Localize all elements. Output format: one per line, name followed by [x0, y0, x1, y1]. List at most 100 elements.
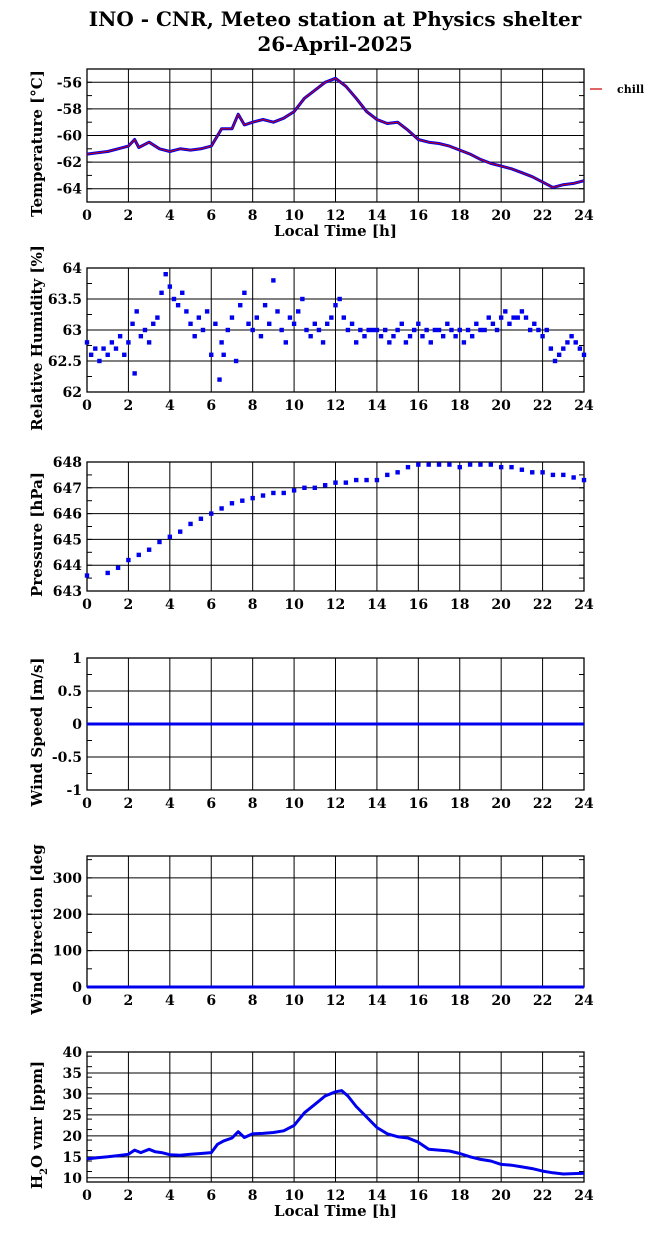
x-tick-label: 6 [206, 208, 216, 224]
pressure-point-21 [312, 485, 317, 490]
humidity-point-8 [117, 334, 123, 339]
x-tick-label: 24 [574, 1188, 594, 1204]
humidity-point-23 [175, 303, 181, 308]
panel-humidity: 0 2 4 6 8 10 12 14 16 18 20 22 246262.56363.564Relat… [28, 245, 594, 431]
pressure-point-41 [519, 467, 525, 472]
humidity-point-12 [132, 371, 137, 376]
x-tick-label: 24 [574, 208, 594, 224]
humidity-point-26 [188, 321, 193, 326]
humidity-point-5 [105, 352, 110, 357]
pressure-point-28 [385, 472, 390, 478]
humidity-point-62 [333, 303, 338, 308]
x-tick-label: 12 [326, 796, 345, 812]
humidity-point-47 [271, 278, 276, 283]
figure-title: INO - CNR, Meteo station at Physics shel… [89, 7, 582, 31]
pressure-point-18 [281, 490, 286, 496]
x-tick-label: 10 [284, 993, 304, 1009]
humidity-point-44 [258, 334, 264, 339]
humidity-point-27 [192, 334, 197, 339]
y-tick-label: 20 [63, 1129, 83, 1145]
chart-panels: 0 2 4 6 8 10 12 14 16 18 20 22 24-64-62-60-58-56Loca… [28, 68, 644, 1220]
x-tick-label: 8 [248, 993, 258, 1009]
humidity-point-57 [312, 321, 317, 326]
x-tick-label: 16 [409, 597, 428, 613]
humidity-point-60 [325, 321, 330, 326]
humidity-point-107 [519, 309, 525, 314]
y-axis-label: Wind Direction [deg [28, 844, 46, 1016]
humidity-point-111 [536, 327, 541, 333]
pressure-point-30 [405, 464, 411, 470]
x-tick-label: 24 [574, 796, 594, 812]
humidity-point-109 [527, 327, 533, 333]
x-tick-label: 22 [533, 1188, 552, 1204]
y-tick-label: 30 [63, 1087, 83, 1103]
figure-subtitle: 26-April-2025 [257, 32, 412, 56]
humidity-point-29 [200, 327, 206, 333]
x-tick-label: 8 [248, 1188, 258, 1204]
humidity-point-58 [316, 327, 322, 333]
humidity-point-7 [113, 346, 119, 351]
x-axis-label: Local Time [h] [274, 222, 397, 240]
humidity-point-112 [540, 334, 545, 339]
y-tick-label: -58 [57, 102, 82, 118]
x-tick-label: 20 [491, 796, 511, 812]
humidity-point-66 [349, 321, 355, 326]
x-tick-label: 0 [82, 208, 92, 224]
y-tick-label: 62.5 [48, 354, 82, 370]
humidity-point-65 [345, 327, 351, 333]
y-tick-label: -1 [66, 783, 82, 799]
x-tick-label: 18 [450, 597, 469, 613]
y-tick-label: 100 [53, 944, 82, 960]
humidity-point-122 [581, 352, 587, 357]
y-tick-label: 0 [72, 980, 82, 996]
pressure-point-42 [530, 470, 535, 475]
humidity-point-95 [469, 334, 475, 339]
humidity-point-53 [296, 309, 301, 314]
y-axis-label: H2O vmr [ppm] [28, 1061, 50, 1189]
pressure-point-12 [219, 506, 224, 511]
pressure-point-10 [198, 516, 204, 521]
humidity-point-94 [465, 327, 471, 333]
humidity-point-24 [180, 290, 185, 295]
x-tick-label: 12 [326, 597, 345, 613]
humidity-point-85 [428, 340, 433, 345]
pressure-point-27 [374, 477, 380, 483]
pressure-point-19 [291, 488, 297, 493]
humidity-point-96 [474, 321, 479, 326]
x-tick-label: 16 [409, 1188, 428, 1204]
humidity-point-1 [88, 352, 94, 357]
y-tick-label: 63 [63, 323, 82, 339]
humidity-point-69 [362, 334, 367, 339]
pressure-point-39 [498, 464, 504, 470]
humidity-point-4 [101, 346, 106, 351]
pressure-point-36 [467, 462, 473, 467]
x-tick-label: 18 [450, 993, 469, 1009]
x-tick-label: 0 [82, 597, 92, 613]
pressure-point-8 [177, 529, 183, 534]
x-tick-label: 2 [124, 993, 134, 1009]
pressure-point-46 [571, 475, 576, 480]
x-tick-label: 2 [124, 1188, 134, 1204]
x-tick-label: 12 [326, 993, 345, 1009]
humidity-point-116 [556, 352, 562, 357]
pressure-point-16 [260, 493, 266, 498]
pressure-point-7 [167, 534, 173, 540]
pressure-point-31 [416, 462, 421, 467]
x-tick-label: 0 [82, 398, 92, 414]
y-tick-label: 200 [53, 907, 82, 923]
pressure-point-40 [509, 464, 514, 470]
y-axis-label: Wind Speed [m/s] [28, 657, 46, 807]
x-tick-label: 14 [367, 398, 387, 414]
pressure-point-5 [146, 547, 152, 552]
y-axis-label-part: H [28, 1175, 46, 1189]
pressure-point-1 [105, 570, 110, 576]
y-tick-label: 40 [63, 1045, 83, 1061]
humidity-point-120 [573, 340, 578, 345]
x-tick-label: 14 [367, 993, 387, 1009]
humidity-point-121 [577, 346, 583, 351]
x-tick-label: 8 [248, 597, 258, 613]
pressure-point-32 [426, 462, 431, 467]
humidity-point-13 [134, 309, 139, 314]
humidity-point-64 [341, 315, 346, 320]
humidity-point-80 [407, 334, 413, 339]
